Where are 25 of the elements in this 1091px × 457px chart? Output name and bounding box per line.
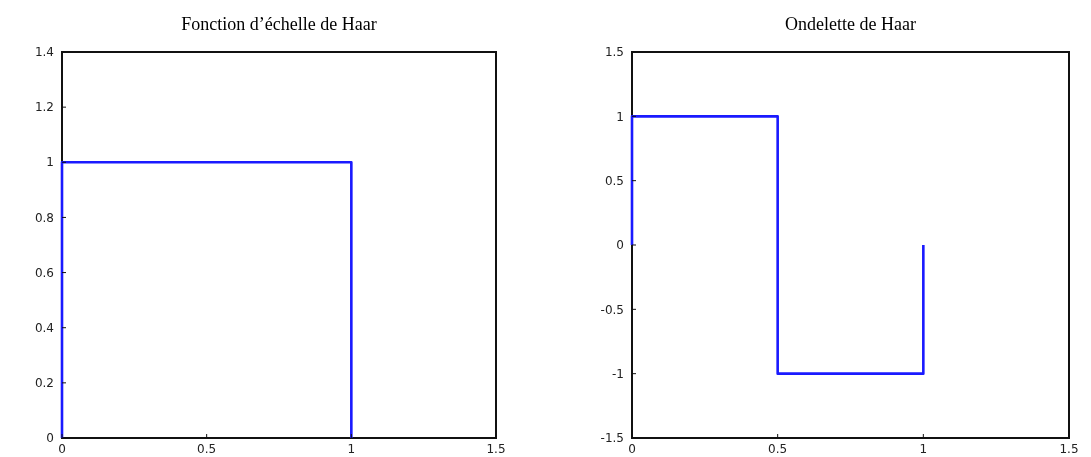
y-tick-label: 0.8 xyxy=(34,210,54,225)
x-tick-label: 0 xyxy=(58,442,66,456)
y-tick-label: -1.5 xyxy=(600,431,624,446)
y-tick-label: 0.6 xyxy=(34,265,54,280)
y-tick-label: 1 xyxy=(46,155,54,170)
chart-title: Ondelette de Haar xyxy=(785,14,916,34)
x-tick-label: 1 xyxy=(919,442,928,456)
y-tick-label: 0.5 xyxy=(604,173,624,188)
y-tick-label: 1 xyxy=(616,109,624,124)
y-tick-label: -0.5 xyxy=(600,302,624,317)
y-tick-label: 1.2 xyxy=(34,100,54,115)
x-tick-label: 0 xyxy=(628,442,636,456)
y-tick-label: 1.4 xyxy=(34,45,54,60)
x-tick-label: 1.5 xyxy=(486,442,506,456)
x-tick-label: 0.5 xyxy=(197,442,217,456)
chart-title: Fonction d’échelle de Haar xyxy=(181,14,377,34)
x-tick-label: 0.5 xyxy=(768,442,788,456)
y-tick-label: 0 xyxy=(616,238,624,253)
y-tick-label: 0.4 xyxy=(34,320,54,335)
y-tick-label: -1 xyxy=(612,366,624,381)
x-tick-label: 1 xyxy=(347,442,356,456)
y-tick-label: 0 xyxy=(46,431,54,446)
x-tick-label: 1.5 xyxy=(1059,442,1079,456)
y-tick-label: 0.2 xyxy=(34,376,54,391)
y-tick-label: 1.5 xyxy=(604,45,624,60)
